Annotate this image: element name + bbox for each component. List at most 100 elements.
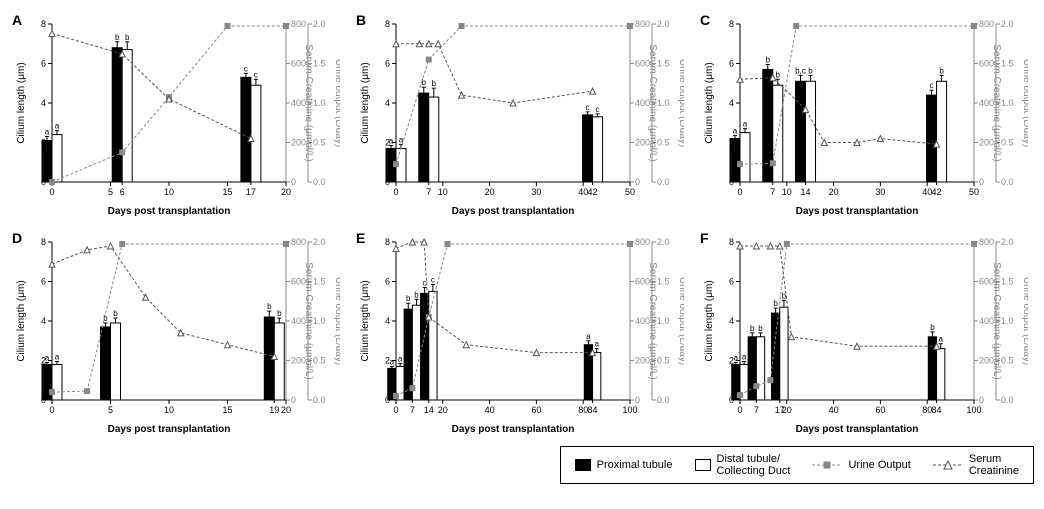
svg-text:a: a — [390, 357, 395, 366]
svg-text:7: 7 — [426, 187, 431, 197]
svg-text:b: b — [277, 309, 282, 318]
svg-text:0: 0 — [291, 395, 296, 405]
svg-text:Days post transplantation: Days post transplantation — [796, 424, 919, 435]
svg-text:2.0: 2.0 — [657, 237, 670, 247]
svg-text:Cilium length (μm): Cilium length (μm) — [360, 280, 371, 361]
svg-text:20: 20 — [829, 187, 839, 197]
svg-text:a: a — [45, 128, 50, 137]
svg-text:8: 8 — [385, 19, 390, 29]
svg-text:Urine output (L/day): Urine output (L/day) — [1021, 59, 1028, 147]
panel-label: E — [356, 230, 365, 246]
svg-text:8: 8 — [41, 237, 46, 247]
svg-text:a: a — [734, 353, 739, 362]
svg-text:7: 7 — [754, 405, 759, 415]
svg-text:b: b — [773, 299, 778, 308]
svg-text:Cilium length (μm): Cilium length (μm) — [16, 280, 27, 361]
svg-text:Days post transplantation: Days post transplantation — [452, 424, 575, 435]
svg-text:0: 0 — [393, 187, 398, 197]
svg-text:6: 6 — [385, 277, 390, 287]
svg-text:30: 30 — [531, 187, 541, 197]
svg-text:a: a — [743, 120, 748, 129]
svg-text:c: c — [596, 105, 600, 114]
svg-text:b: b — [808, 66, 813, 75]
svg-text:4: 4 — [385, 98, 390, 108]
svg-text:0.0: 0.0 — [657, 395, 670, 405]
svg-text:20: 20 — [485, 187, 495, 197]
svg-text:20: 20 — [438, 405, 448, 415]
legend-serum: Serum Creatinine — [933, 453, 1019, 477]
svg-text:Urine output (L/day): Urine output (L/day) — [677, 277, 684, 365]
svg-text:0.0: 0.0 — [657, 177, 670, 187]
svg-text:4: 4 — [729, 98, 734, 108]
svg-text:50: 50 — [969, 187, 979, 197]
panel-A: A0246802004006008000.00.51.01.52.0051015… — [10, 10, 346, 220]
legend-label: Distal tubule/ Collecting Duct — [717, 453, 791, 477]
svg-text:Cilium length (μm): Cilium length (μm) — [360, 62, 371, 143]
svg-text:0: 0 — [979, 177, 984, 187]
svg-text:Serum Creatinine (μmol/L): Serum Creatinine (μmol/L) — [991, 262, 1002, 379]
svg-text:8: 8 — [729, 19, 734, 29]
panel-C: C0246802004006008000.00.51.01.52.0010203… — [698, 10, 1034, 220]
panel-label: A — [12, 12, 22, 28]
legend-proximal: Proximal tubule — [575, 459, 673, 471]
svg-text:4: 4 — [41, 316, 46, 326]
svg-text:800: 800 — [979, 237, 994, 247]
svg-text:Urine output (L/day): Urine output (L/day) — [333, 277, 340, 365]
svg-text:50: 50 — [625, 187, 635, 197]
svg-text:30: 30 — [875, 187, 885, 197]
svg-text:b: b — [432, 79, 437, 88]
svg-text:b: b — [414, 290, 419, 299]
svg-text:2.0: 2.0 — [313, 19, 326, 29]
svg-text:b: b — [422, 78, 427, 87]
legend-label: Serum Creatinine — [969, 453, 1019, 477]
svg-text:Days post transplantation: Days post transplantation — [108, 424, 231, 435]
svg-text:Urine output (L/day): Urine output (L/day) — [333, 59, 340, 147]
svg-text:Cilium length (μm): Cilium length (μm) — [704, 62, 715, 143]
svg-text:0: 0 — [49, 187, 54, 197]
svg-text:Urine output (L/day): Urine output (L/day) — [677, 59, 684, 147]
svg-text:Serum Creatinine (μmol/L): Serum Creatinine (μmol/L) — [647, 262, 658, 379]
svg-text:17: 17 — [775, 405, 785, 415]
svg-text:Serum Creatinine (μmol/L): Serum Creatinine (μmol/L) — [991, 44, 1002, 161]
svg-text:a: a — [55, 122, 60, 131]
legend-box: Proximal tubule Distal tubule/ Collectin… — [560, 446, 1034, 484]
svg-text:20: 20 — [281, 187, 291, 197]
svg-text:10: 10 — [438, 187, 448, 197]
svg-text:15: 15 — [222, 405, 232, 415]
legend-distal: Distal tubule/ Collecting Duct — [695, 453, 791, 477]
svg-text:c: c — [244, 64, 248, 73]
svg-text:60: 60 — [875, 405, 885, 415]
svg-text:b: b — [113, 309, 118, 318]
svg-text:Days post transplantation: Days post transplantation — [796, 206, 919, 217]
svg-text:Serum Creatinine (μmol/L): Serum Creatinine (μmol/L) — [303, 44, 314, 161]
svg-text:800: 800 — [291, 237, 306, 247]
svg-text:0: 0 — [737, 405, 742, 415]
svg-text:4: 4 — [41, 98, 46, 108]
svg-text:15: 15 — [222, 187, 232, 197]
svg-text:a: a — [45, 353, 50, 362]
swatch-white — [695, 459, 711, 471]
svg-text:40: 40 — [829, 405, 839, 415]
svg-text:6: 6 — [41, 59, 46, 69]
svg-text:c: c — [930, 81, 934, 90]
svg-text:800: 800 — [635, 19, 650, 29]
svg-text:c: c — [586, 103, 590, 112]
svg-text:20: 20 — [281, 405, 291, 415]
svg-text:a: a — [398, 354, 403, 363]
svg-text:6: 6 — [120, 187, 125, 197]
svg-text:84: 84 — [588, 405, 598, 415]
svg-text:6: 6 — [729, 277, 734, 287]
svg-text:10: 10 — [164, 405, 174, 415]
svg-text:2.0: 2.0 — [1001, 19, 1014, 29]
svg-text:6: 6 — [385, 59, 390, 69]
svg-text:b: b — [406, 294, 411, 303]
svg-text:42: 42 — [932, 187, 942, 197]
svg-text:0.0: 0.0 — [313, 395, 326, 405]
panel-E: E0246802004006008000.00.51.01.52.0020406… — [354, 228, 690, 438]
svg-text:0: 0 — [979, 395, 984, 405]
svg-text:0: 0 — [49, 405, 54, 415]
svg-text:b: b — [766, 55, 771, 64]
svg-text:8: 8 — [41, 19, 46, 29]
svg-text:40: 40 — [485, 405, 495, 415]
svg-text:b: b — [267, 302, 272, 311]
